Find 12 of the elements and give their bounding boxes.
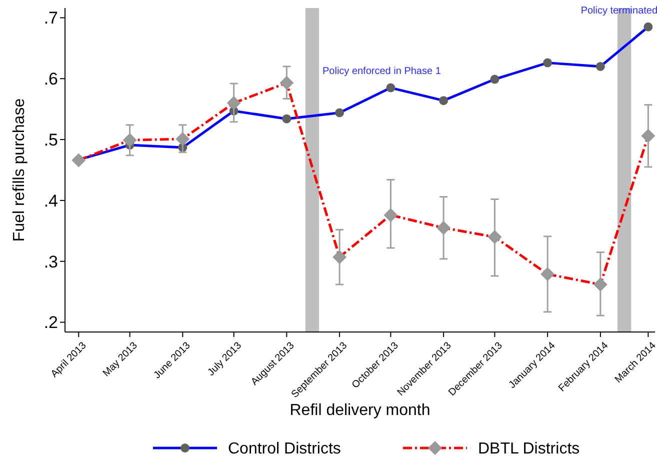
- legend-label: DBTL Districts: [478, 440, 580, 458]
- y-tick-label: .6: [44, 70, 58, 89]
- y-axis-title: Fuel refills purchase: [11, 98, 28, 242]
- y-tick-label: .3: [44, 252, 58, 272]
- y-tick-label: .4: [44, 191, 58, 210]
- y-tick-label: .5: [44, 130, 58, 150]
- y-tick-label: .7: [44, 8, 58, 28]
- annotation: Policy enforced in Phase 1: [322, 66, 442, 77]
- annotation: Policy terminated: [580, 5, 657, 16]
- y-tick-label: .2: [44, 313, 58, 332]
- legend-label: Control Districts: [228, 440, 341, 458]
- x-axis-title: Refil delivery month: [290, 402, 430, 419]
